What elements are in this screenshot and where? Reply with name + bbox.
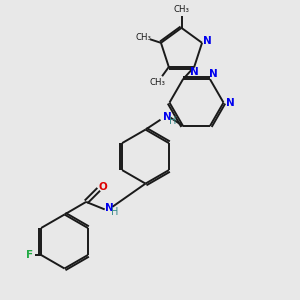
Text: F: F [26,250,34,260]
Text: H: H [111,207,118,217]
Text: N: N [163,112,172,122]
Text: N: N [105,202,114,213]
Text: O: O [98,182,107,192]
Text: N: N [226,98,235,108]
Text: N: N [203,36,212,46]
Text: CH₃: CH₃ [150,77,166,86]
Text: N: N [209,69,218,79]
Text: CH₃: CH₃ [135,33,151,42]
Text: N: N [190,67,199,77]
Text: H: H [169,116,176,126]
Text: CH₃: CH₃ [173,5,190,14]
